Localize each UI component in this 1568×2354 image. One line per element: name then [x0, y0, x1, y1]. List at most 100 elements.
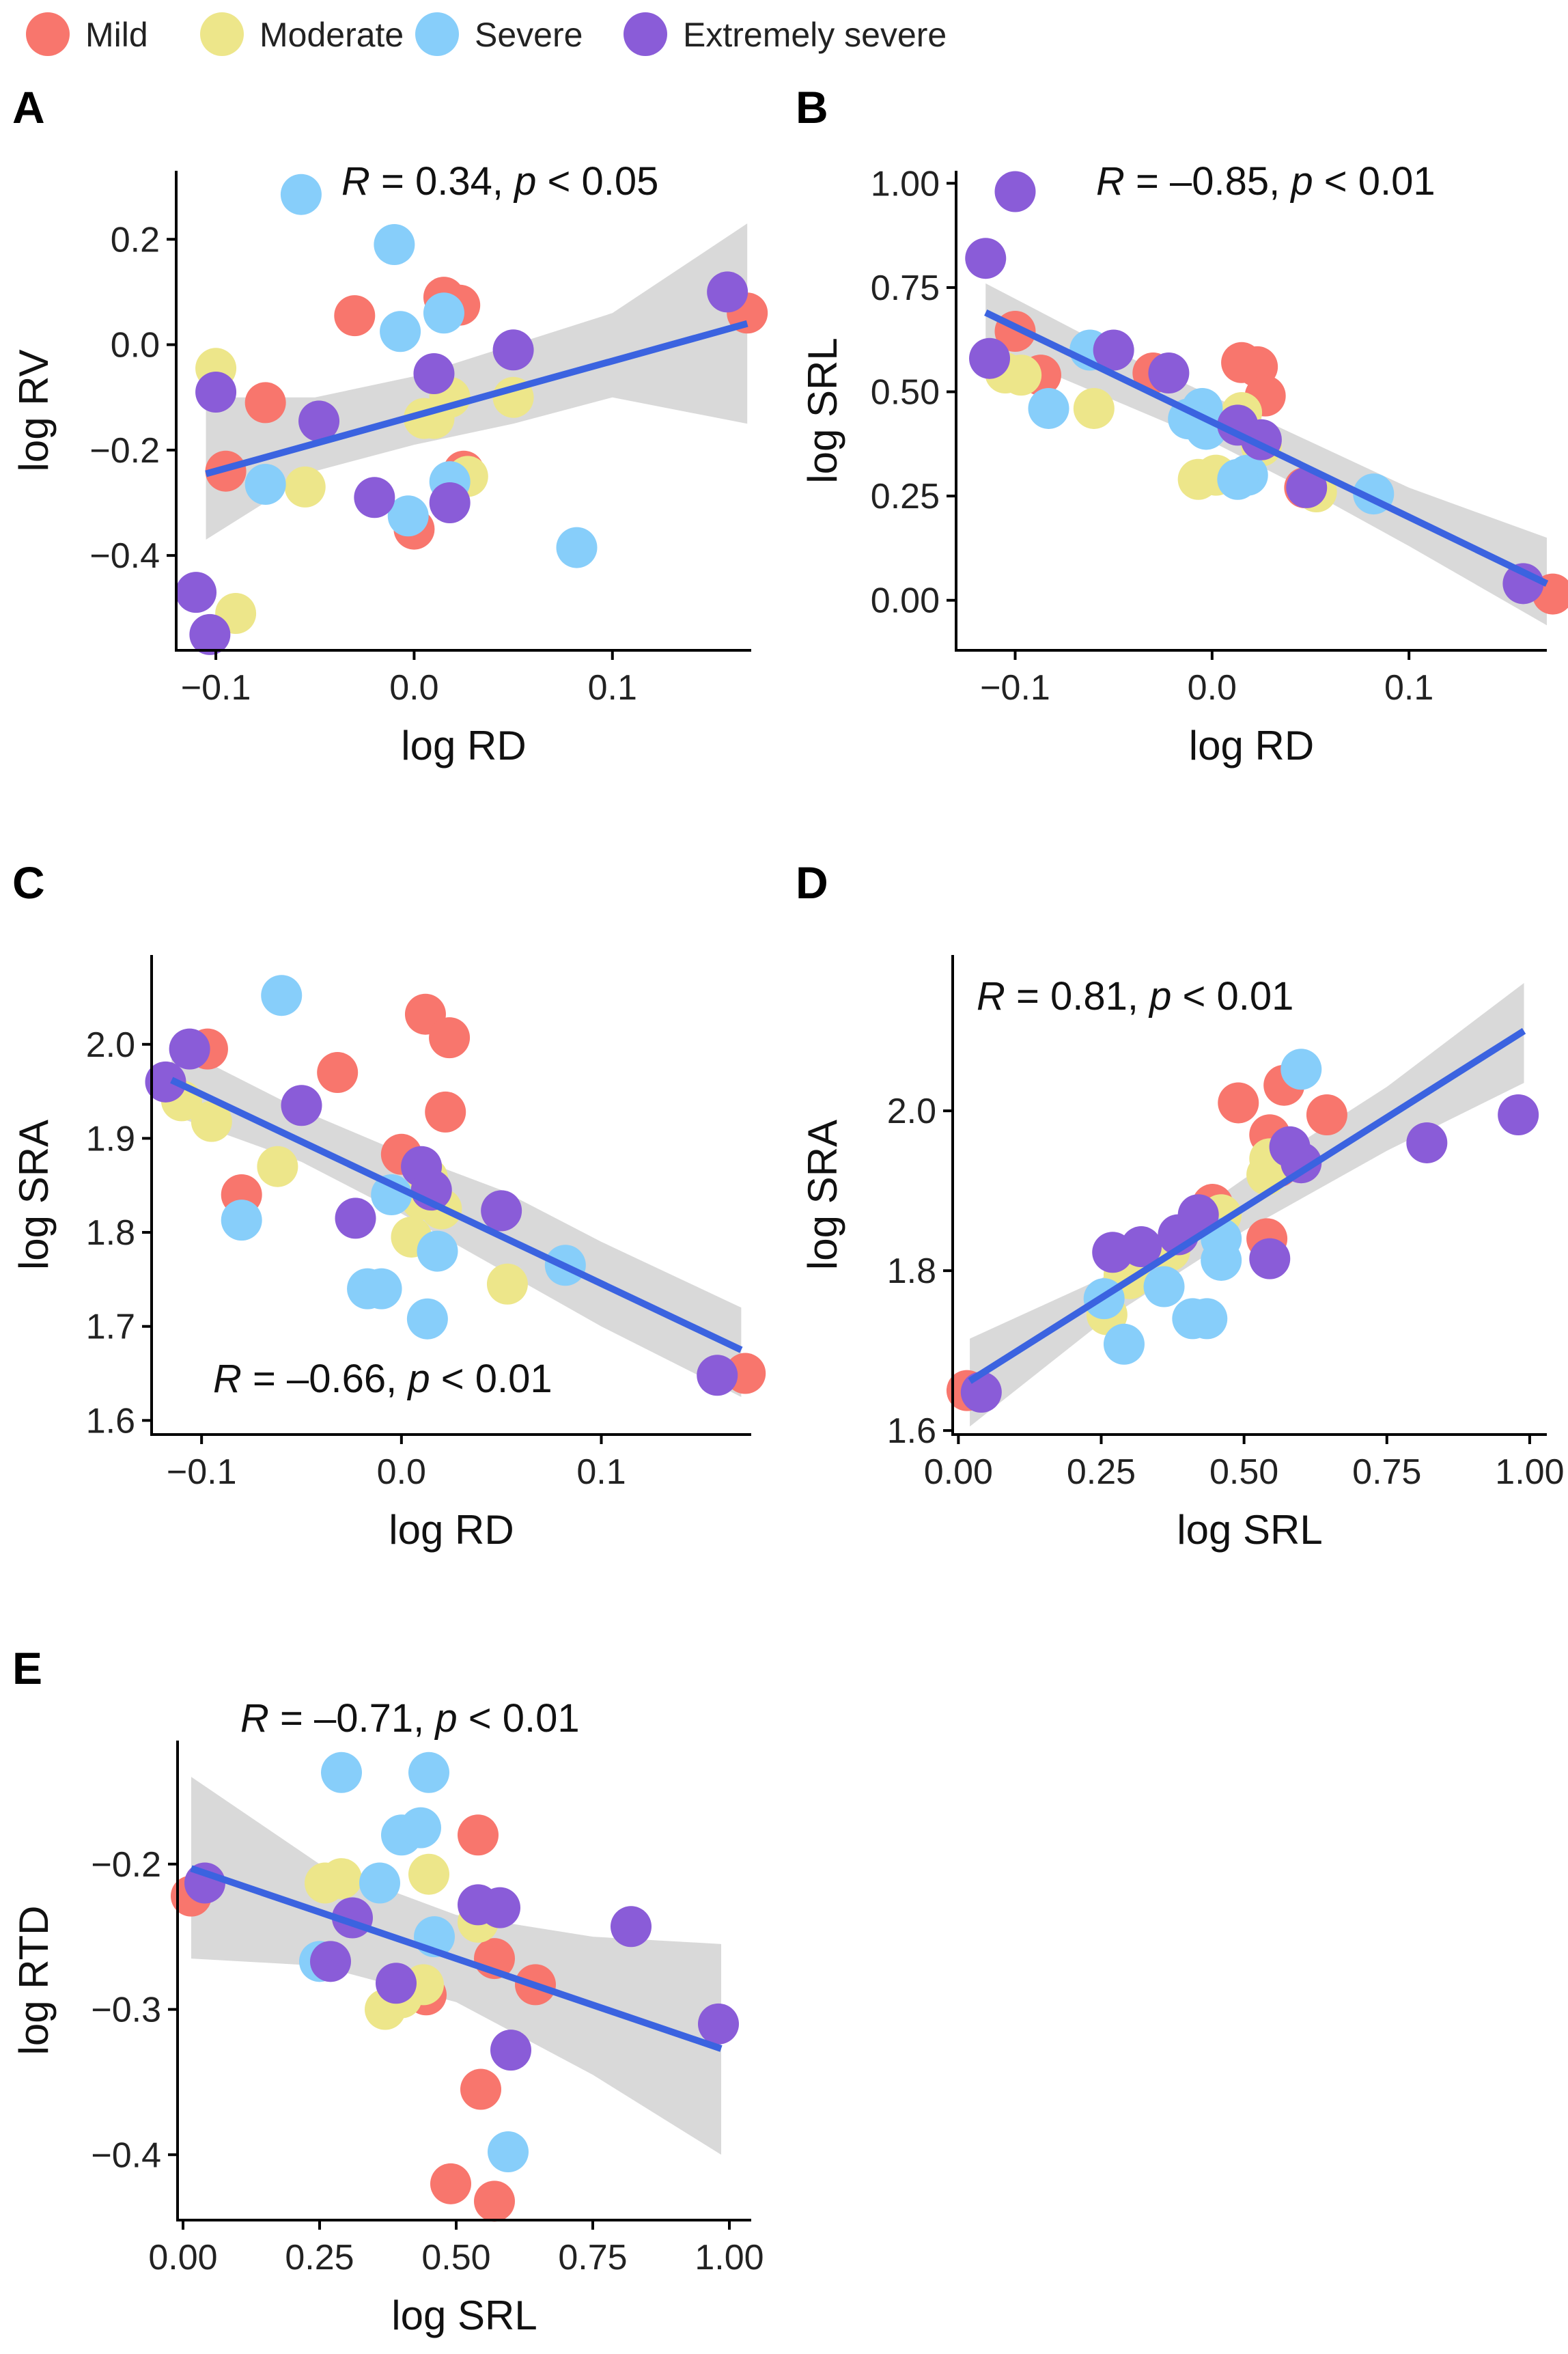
data-point	[490, 2030, 531, 2071]
regression-line	[984, 309, 1549, 587]
data-point	[221, 1200, 262, 1241]
data-point	[1406, 1122, 1448, 1163]
x-tick-label: 0.75	[558, 2238, 627, 2277]
data-point	[413, 353, 455, 394]
data-point	[960, 1371, 1002, 1413]
data-point	[321, 1751, 362, 1793]
x-tick-label: 0.75	[1352, 1452, 1421, 1492]
legend-item: Extremely severe	[624, 12, 947, 56]
data-point	[408, 1751, 449, 1793]
data-point	[1280, 1049, 1322, 1090]
data-point	[611, 1906, 652, 1948]
correlation-annotation: R = –0.85, p < 0.01	[1096, 159, 1436, 204]
correlation-annotation: R = –0.66, p < 0.01	[213, 1357, 552, 1401]
data-point	[244, 464, 286, 505]
legend-label: Severe	[475, 16, 583, 54]
legend-item: Severe	[415, 12, 583, 56]
data-point	[354, 477, 395, 518]
stat-value: < 0.01	[1313, 159, 1436, 204]
data-point	[1093, 329, 1134, 371]
y-tick-label: 2.0	[887, 1092, 936, 1131]
data-point	[1286, 467, 1328, 508]
x-tick-label: 0.1	[576, 1452, 626, 1492]
x-tick-label: 0.0	[1188, 668, 1237, 708]
x-axis-title: log SRL	[391, 2293, 537, 2338]
stat-symbol: R	[1096, 159, 1125, 204]
data-point	[261, 975, 303, 1016]
data-point	[1103, 1323, 1145, 1365]
correlation-annotation: R = –0.71, p < 0.01	[240, 1696, 580, 1741]
data-point	[380, 311, 421, 352]
data-point	[408, 1853, 449, 1895]
panel-a: A −0.1 0.0 0.1 −0.4 −0.2 0.0 0.2 log RD log RV R =…	[11, 82, 768, 768]
y-tick-label: 2.0	[86, 1025, 135, 1065]
y-tick-label: 1.6	[887, 1411, 936, 1451]
data-point	[387, 495, 429, 537]
x-tick-label: −0.1	[167, 1452, 237, 1492]
y-tick-label: 0.0	[111, 326, 160, 365]
data-point	[1121, 1226, 1162, 1268]
legend-label: Extremely severe	[683, 16, 947, 54]
x-tick-label: 0.00	[924, 1452, 993, 1492]
data-point	[244, 382, 286, 424]
x-tick-label: −0.1	[181, 668, 251, 708]
data-point	[189, 613, 231, 655]
data-point	[994, 171, 1036, 212]
legend-swatch	[624, 12, 667, 56]
panel-label: A	[12, 82, 45, 133]
y-tick-label: −0.2	[91, 1845, 161, 1885]
data-point	[1269, 1126, 1311, 1167]
data-point	[334, 295, 376, 337]
stat-value: = –0.71,	[269, 1696, 424, 1741]
data-point	[257, 1146, 298, 1187]
data-point	[176, 572, 217, 613]
stat-symbol: R	[240, 1696, 269, 1741]
y-axis-title: log SRL	[800, 337, 845, 483]
data-point	[417, 1230, 458, 1272]
data-point	[1143, 1266, 1185, 1307]
data-point	[474, 2180, 515, 2222]
legend-swatch	[26, 12, 70, 56]
x-tick-label: 0.0	[389, 668, 438, 708]
data-point	[488, 2131, 529, 2173]
y-tick-label: 0.50	[871, 373, 940, 413]
data-point	[361, 1268, 402, 1310]
stat-symbol: R	[341, 159, 370, 204]
y-tick-label: 1.6	[86, 1401, 135, 1441]
x-tick-label: 0.25	[285, 2238, 354, 2277]
x-tick-label: 0.0	[377, 1452, 426, 1492]
data-point	[556, 527, 598, 568]
data-point	[969, 337, 1011, 379]
data-point	[698, 2003, 739, 2045]
data-point	[321, 1858, 362, 1900]
data-point	[481, 1190, 522, 1232]
data-point	[1186, 409, 1227, 450]
data-point	[195, 372, 237, 413]
data-point	[400, 1807, 441, 1848]
x-axis-title: log RD	[401, 723, 526, 768]
stat-symbol: p	[397, 1357, 430, 1401]
data-point	[281, 1085, 322, 1126]
panel-label: D	[796, 857, 828, 908]
stat-value: = –0.85,	[1125, 159, 1280, 204]
data-point	[1148, 352, 1190, 394]
y-tick-label: 0.2	[111, 220, 160, 260]
data-point	[376, 1963, 417, 2004]
stat-symbol: R	[977, 974, 1005, 1019]
y-tick-label: 0.00	[871, 581, 940, 621]
y-tick-label: 0.25	[871, 477, 940, 516]
y-tick-label: −0.3	[91, 1991, 161, 2030]
stat-value: < 0.05	[536, 159, 658, 204]
legend-label: Mild	[85, 16, 148, 54]
y-axis-title: log SRA	[11, 1120, 57, 1270]
x-tick-label: 0.50	[1209, 1452, 1278, 1492]
data-point	[429, 1017, 471, 1059]
data-point	[1000, 355, 1042, 396]
panel-label: C	[12, 857, 45, 908]
x-axis-title: log RD	[389, 1507, 514, 1553]
y-tick-label: 1.8	[86, 1213, 135, 1253]
x-tick-label: 0.25	[1067, 1452, 1136, 1492]
x-tick-label: 0.1	[1384, 668, 1433, 708]
data-point	[184, 1862, 225, 1904]
data-point	[406, 1298, 448, 1340]
